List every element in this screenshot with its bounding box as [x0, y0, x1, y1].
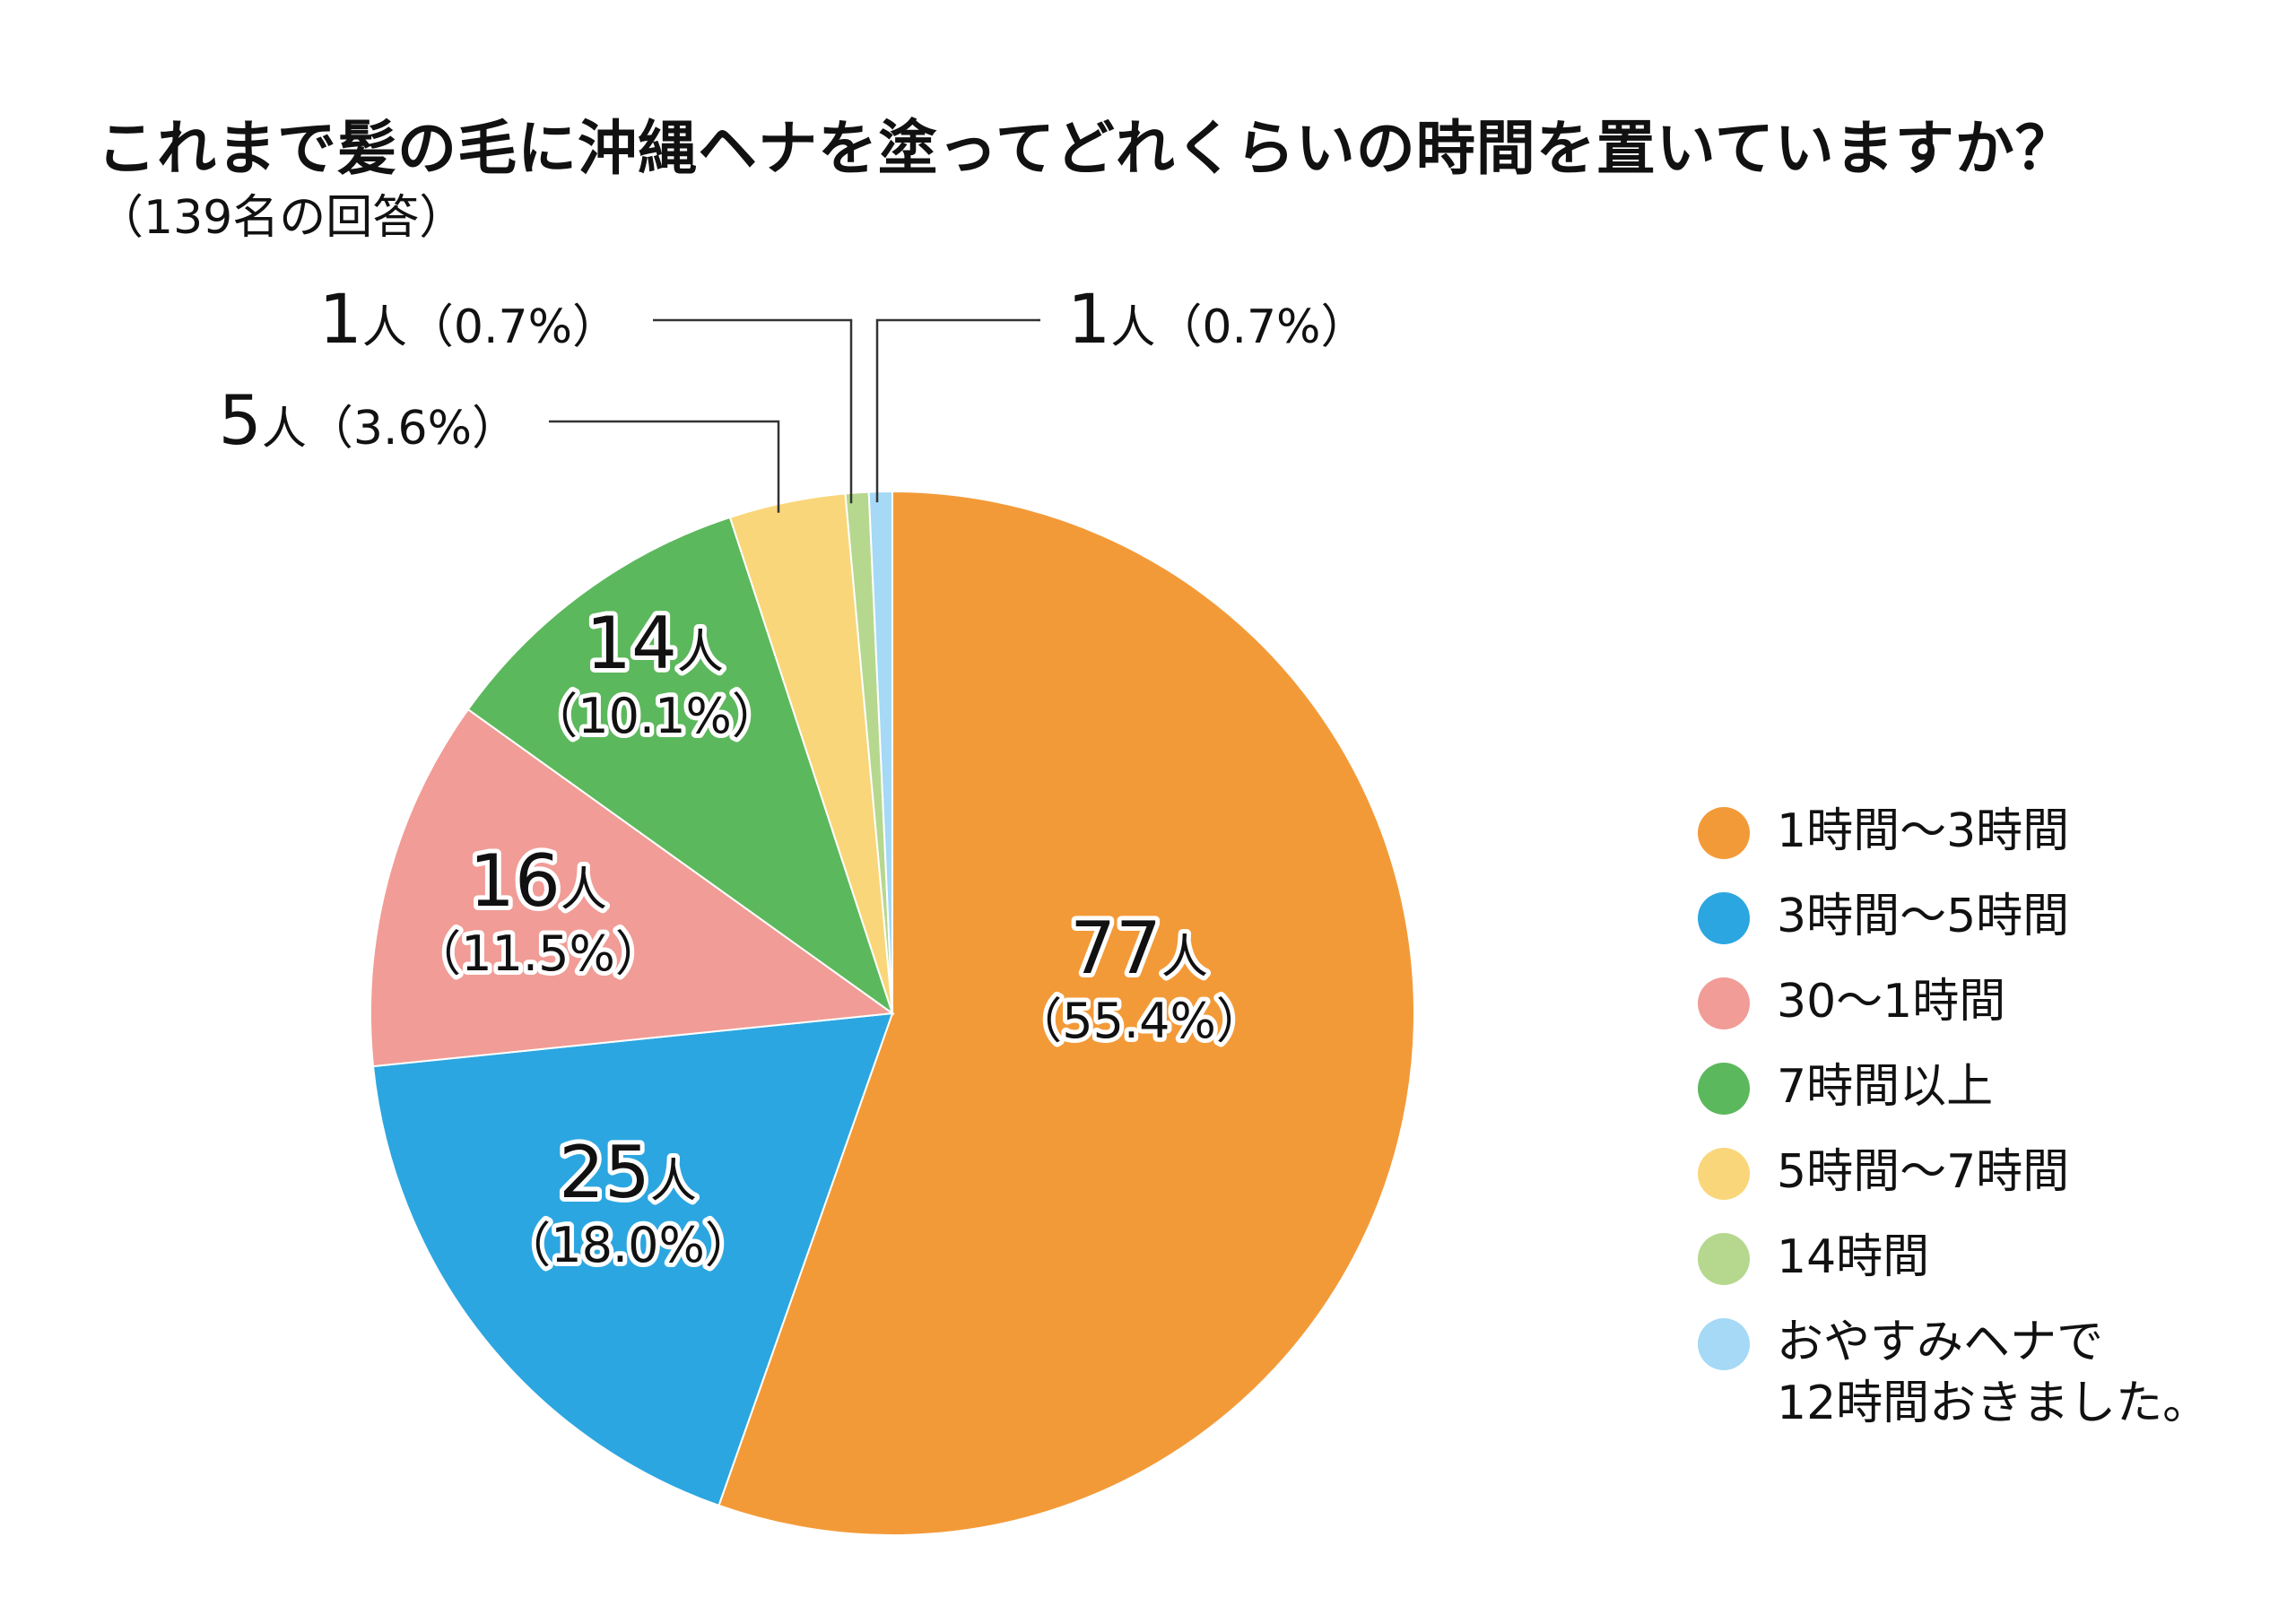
legend-label: 5時間〜7時間 — [1777, 1145, 2070, 1199]
leader-line — [875, 318, 1040, 503]
legend-swatch — [1698, 1233, 1750, 1285]
slice-count-unit: 人 — [650, 1155, 697, 1209]
slice-data-label: 16人（11.5%） — [408, 835, 668, 986]
slice-count-unit: 人 — [1161, 931, 1208, 985]
slice-percent-label: （11.5%） — [413, 925, 664, 982]
chart-title: これまで髪の毛に沖縄ヘナを塗ってどれくらいの時間を置いていますか？ — [97, 114, 2075, 183]
legend-swatch — [1698, 807, 1750, 859]
legend-item: 14時間 — [1698, 1230, 2290, 1316]
pie-slice — [466, 516, 894, 1016]
legend-label: 14時間 — [1777, 1230, 1930, 1284]
slice-count-label: 14人 — [586, 602, 724, 685]
slice-percent-label: （18.0%） — [502, 1217, 753, 1273]
legend-swatch — [1698, 1148, 1750, 1200]
legend-swatch — [1698, 892, 1750, 944]
chart-subtitle: （139名の回答） — [97, 191, 466, 245]
slice-count-label: 16人 — [469, 839, 607, 923]
slice-outside-label: 1人（0.7%） — [1067, 279, 1367, 359]
slice-count-label: 25人 — [559, 1131, 697, 1214]
slice-count-unit: 人 — [677, 626, 724, 680]
pie-slice — [370, 708, 895, 1068]
legend-swatch — [1698, 1318, 1750, 1370]
slice-data-label: 25人（18.0%） — [498, 1126, 758, 1278]
legend-label: おやすみヘナで 12時間おきました。 — [1777, 1316, 2210, 1430]
slice-outside-label: 1人（0.7%） — [319, 279, 619, 359]
slice-count-number: 14 — [586, 602, 677, 685]
slice-count-number: 77 — [1070, 907, 1161, 990]
slice-data-label: 77人（55.4%） — [1009, 902, 1269, 1054]
slice-data-label: 14人（10.1%） — [525, 597, 785, 749]
legend-label: 30〜1時間 — [1777, 975, 2006, 1029]
slice-percent-label: （10.1%） — [529, 688, 780, 744]
legend-swatch — [1698, 1063, 1750, 1115]
legend-item: 30〜1時間 — [1698, 975, 2290, 1061]
slice-count-unit: 人 — [561, 864, 607, 917]
slice-count-number: 25 — [559, 1131, 650, 1214]
slice-count-label: 77人 — [1070, 907, 1208, 990]
legend-item: 7時間以上 — [1698, 1060, 2290, 1146]
slice-percent-label: （55.4%） — [1013, 993, 1265, 1049]
legend-item: おやすみヘナで 12時間おきました。 — [1698, 1316, 2290, 1430]
legend-label: 3時間〜5時間 — [1777, 890, 2070, 943]
slice-outside-label: 5人（3.6%） — [219, 380, 518, 460]
pie-slice — [371, 1012, 894, 1507]
legend-label: 1時間〜3時間 — [1777, 804, 2070, 858]
legend-item: 3時間〜5時間 — [1698, 890, 2290, 976]
leader-line — [653, 318, 853, 504]
slice-count-number: 16 — [469, 839, 561, 923]
pie-slice — [867, 490, 893, 1014]
legend-item: 5時間〜7時間 — [1698, 1145, 2290, 1231]
legend-swatch — [1698, 977, 1750, 1029]
leader-line — [549, 420, 780, 513]
legend-item: 1時間〜3時間 — [1698, 804, 2290, 890]
chart-legend: 1時間〜3時間 3時間〜5時間 30〜1時間 7時間以上 5時間〜7時間 14時間おやすみ… — [1698, 804, 2290, 1430]
legend-label: 7時間以上 — [1777, 1060, 1994, 1114]
